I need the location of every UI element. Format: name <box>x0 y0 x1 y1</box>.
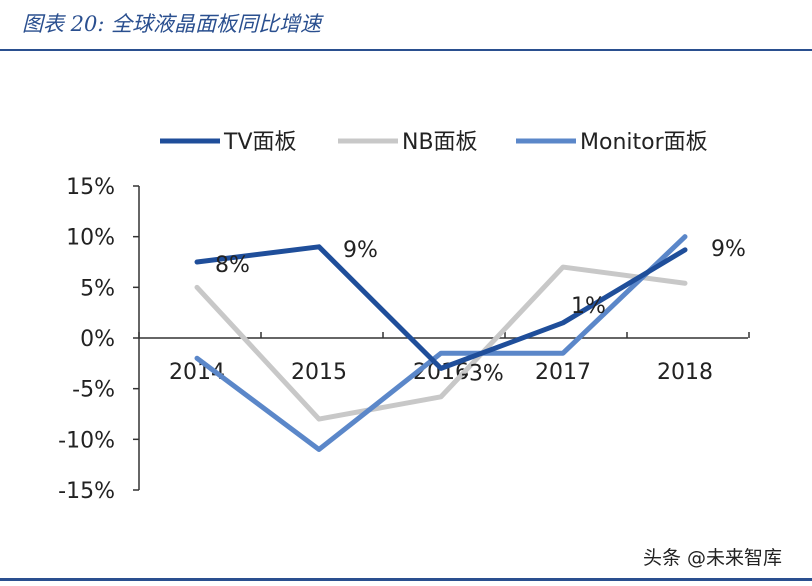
series-line <box>194 264 688 422</box>
legend-label: TV面板 <box>223 130 297 155</box>
bottom-rule <box>0 578 812 581</box>
data-label: -3% <box>461 361 504 386</box>
x-tick-label: 2018 <box>657 360 713 385</box>
data-label: 8% <box>215 253 250 278</box>
series-line <box>194 234 688 452</box>
figure-title: 图表 20: 全球液晶面板同比增速 <box>22 12 322 36</box>
data-label: 9% <box>711 237 746 262</box>
x-tick-label: 2015 <box>291 360 347 385</box>
watermark: 头条 @未来智库 <box>643 547 783 569</box>
title-rule <box>0 49 812 51</box>
legend-label: NB面板 <box>402 130 478 155</box>
x-tick-label: 2017 <box>535 360 591 385</box>
y-tick-label: 5% <box>80 276 115 301</box>
legend-label: Monitor面板 <box>580 130 708 155</box>
y-tick-label: -5% <box>72 378 115 403</box>
y-tick-label: -10% <box>58 428 115 453</box>
y-tick-label: -15% <box>58 479 115 504</box>
data-label: 9% <box>343 238 378 263</box>
y-tick-label: 0% <box>80 327 115 352</box>
x-tick-label: 2016 <box>413 360 469 385</box>
y-tick-label: 15% <box>66 175 115 200</box>
data-label: 1% <box>571 294 606 319</box>
y-tick-label: 10% <box>66 226 115 251</box>
